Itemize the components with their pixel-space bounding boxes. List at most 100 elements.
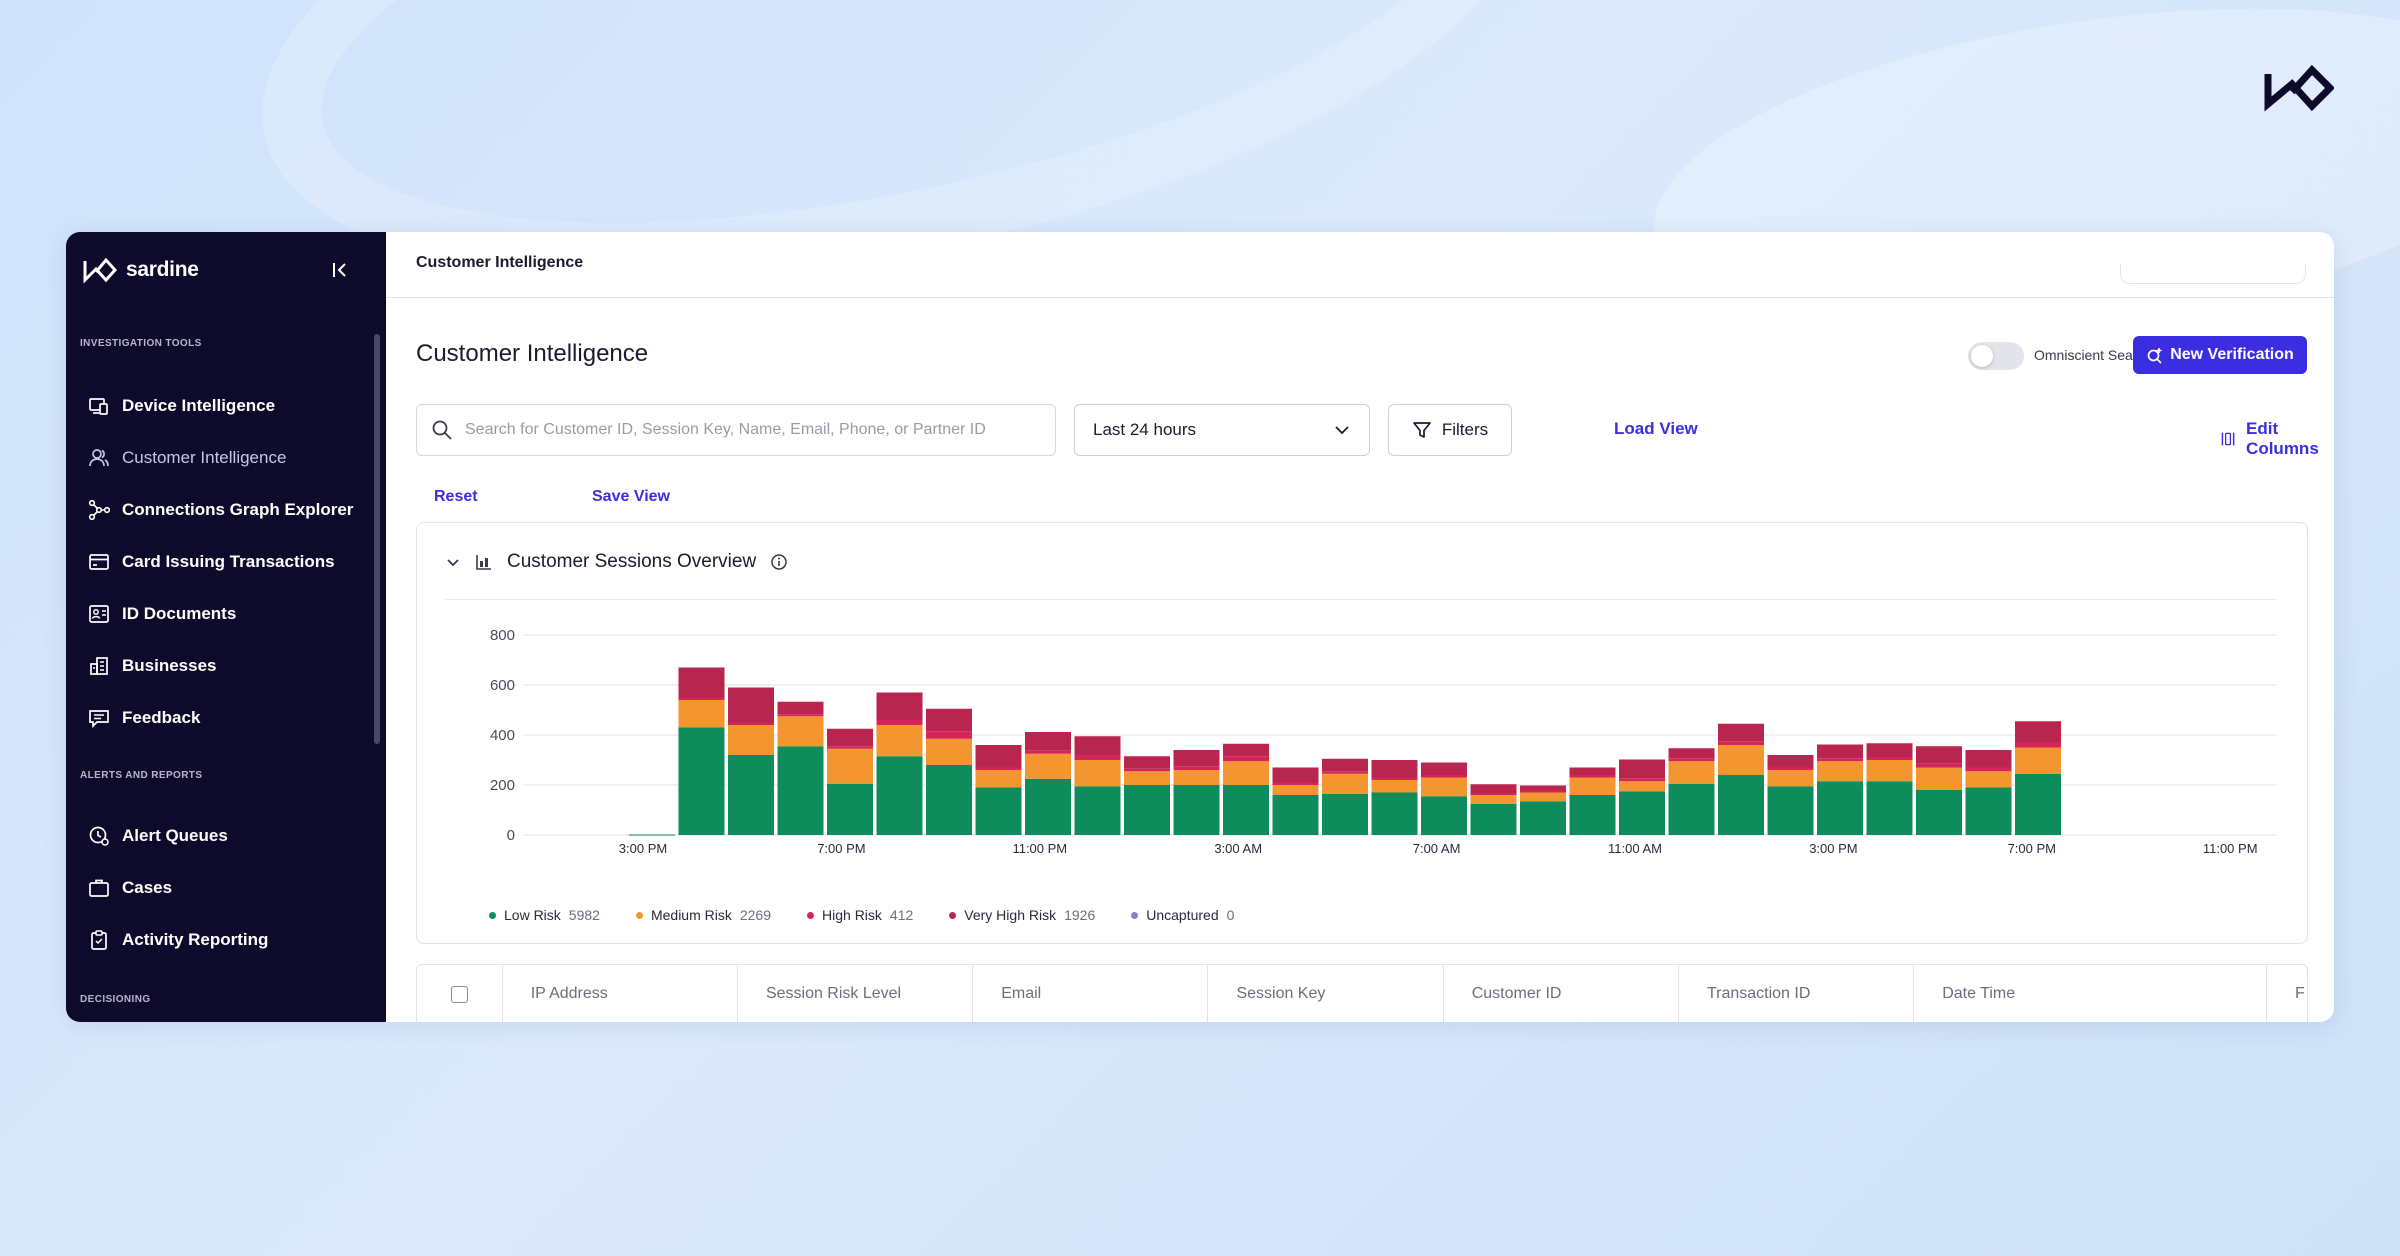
bar-segment-low[interactable]: [1767, 786, 1814, 835]
bar-segment-high[interactable]: [1173, 766, 1220, 770]
bar-segment-high[interactable]: [1371, 777, 1418, 781]
brand[interactable]: sardine: [82, 250, 199, 290]
bar-segment-medium[interactable]: [728, 725, 774, 755]
bar-segment-very-high[interactable]: [975, 745, 1022, 768]
column-header-email[interactable]: Email: [973, 965, 1209, 1022]
bar-segment-very-high[interactable]: [1124, 756, 1170, 769]
bar-segment-medium[interactable]: [1124, 771, 1170, 785]
bar-segment-very-high[interactable]: [1371, 760, 1418, 778]
omniscient-search-toggle[interactable]: [1968, 342, 2024, 370]
bar-segment-low[interactable]: [1569, 795, 1616, 835]
breadcrumb[interactable]: Customer Intelligence: [416, 254, 584, 271]
bar-segment-very-high[interactable]: [1817, 744, 1863, 759]
bar-segment-high[interactable]: [2015, 742, 2061, 748]
bar-segment-medium[interactable]: [1817, 761, 1863, 782]
bar-segment-high[interactable]: [876, 720, 923, 725]
bar-segment-very-high[interactable]: [678, 667, 725, 698]
bar-segment-medium[interactable]: [1767, 770, 1814, 787]
sidebar-item-cases[interactable]: Cases: [88, 870, 368, 906]
legend-item-uncaptured[interactable]: Uncaptured 0: [1131, 907, 1234, 923]
bar-segment-very-high[interactable]: [827, 728, 873, 747]
bar-segment-low[interactable]: [1916, 790, 1962, 835]
bar-segment-low[interactable]: [1965, 787, 2012, 836]
time-range-select[interactable]: Last 24 hours: [1074, 404, 1370, 456]
header-action-button[interactable]: [2120, 264, 2306, 284]
bar-segment-low[interactable]: [1470, 803, 1517, 835]
bar-segment-very-high[interactable]: [1025, 732, 1071, 751]
bar-segment-very-high[interactable]: [728, 687, 774, 723]
bar-segment-very-high[interactable]: [1965, 750, 2012, 768]
bar-segment-medium[interactable]: [975, 770, 1022, 788]
bar-segment-very-high[interactable]: [1668, 748, 1715, 759]
search-input[interactable]: [465, 421, 1045, 439]
bar-segment-high[interactable]: [975, 767, 1022, 771]
bar-segment-very-high[interactable]: [1223, 743, 1269, 757]
sidebar-item-connections-graph[interactable]: Connections Graph Explorer: [88, 492, 368, 528]
bar-segment-high[interactable]: [1322, 771, 1368, 774]
bar-segment-low[interactable]: [1074, 786, 1121, 835]
sidebar-item-customer-intelligence[interactable]: Customer Intelligence: [88, 440, 368, 476]
bar-segment-low[interactable]: [1866, 781, 1913, 835]
bar-segment-low[interactable]: [1025, 778, 1071, 835]
new-verification-button[interactable]: New Verification: [2133, 336, 2307, 374]
bar-segment-medium[interactable]: [1223, 761, 1269, 785]
bar-segment-very-high[interactable]: [1569, 767, 1616, 776]
bar-segment-low[interactable]: [1619, 791, 1665, 835]
bar-segment-high[interactable]: [926, 731, 972, 739]
sidebar-item-card-issuing[interactable]: Card Issuing Transactions: [88, 544, 368, 580]
bar-segment-medium[interactable]: [1520, 792, 1566, 802]
bar-segment-medium[interactable]: [1074, 760, 1121, 787]
bar-segment-very-high[interactable]: [1272, 767, 1319, 783]
bar-segment-very-high[interactable]: [1322, 758, 1368, 772]
bar-segment-high[interactable]: [1965, 767, 2012, 772]
bar-segment-medium[interactable]: [1272, 785, 1319, 795]
column-header-date-time[interactable]: Date Time: [1914, 965, 2268, 1022]
bar-segment-high[interactable]: [1421, 775, 1467, 778]
bar-segment-medium[interactable]: [1668, 761, 1715, 784]
bar-segment-low[interactable]: [2015, 773, 2061, 835]
bar-segment-medium[interactable]: [1173, 770, 1220, 785]
bar-segment-very-high[interactable]: [1916, 746, 1962, 764]
bar-segment-medium[interactable]: [1569, 777, 1616, 796]
bar-segment-low[interactable]: [1322, 793, 1368, 835]
filters-button[interactable]: Filters: [1388, 404, 1512, 456]
bar-segment-high[interactable]: [827, 746, 873, 749]
sidebar-item-activity-reporting[interactable]: Activity Reporting: [88, 922, 368, 958]
bar-segment-medium[interactable]: [926, 738, 972, 765]
bar-segment-low[interactable]: [827, 783, 873, 835]
sidebar-item-feedback[interactable]: Feedback: [88, 700, 368, 736]
load-view-button[interactable]: Load View: [1614, 419, 1698, 438]
bar-segment-low[interactable]: [678, 727, 725, 836]
bar-segment-medium[interactable]: [1916, 767, 1962, 791]
bar-segment-very-high[interactable]: [926, 708, 972, 732]
bar-segment-medium[interactable]: [1965, 771, 2012, 788]
bar-segment-low[interactable]: [1718, 775, 1764, 835]
sidebar-item-id-documents[interactable]: ID Documents: [88, 596, 368, 632]
bar-segment-medium[interactable]: [1025, 753, 1071, 779]
search-box[interactable]: [416, 404, 1056, 456]
bar-segment-medium[interactable]: [777, 716, 824, 747]
bar-segment-high[interactable]: [1470, 793, 1517, 795]
sidebar-item-device-intelligence[interactable]: Device Intelligence: [88, 388, 368, 424]
bar-segment-low[interactable]: [1668, 783, 1715, 835]
bar-segment-high[interactable]: [1569, 775, 1616, 778]
bar-segment-low[interactable]: [1124, 785, 1170, 835]
bar-segment-low[interactable]: [1371, 792, 1418, 836]
bar-segment-high[interactable]: [1916, 763, 1962, 768]
bar-segment-high[interactable]: [777, 714, 824, 717]
bar-segment-medium[interactable]: [2015, 747, 2061, 774]
bar-segment-low[interactable]: [1817, 781, 1863, 835]
bar-segment-high[interactable]: [1619, 778, 1665, 782]
bar-segment-medium[interactable]: [1421, 777, 1467, 797]
legend-item-high-risk[interactable]: High Risk 412: [807, 907, 913, 923]
bar-segment-high[interactable]: [1520, 790, 1566, 793]
bar-segment-high[interactable]: [1223, 756, 1269, 762]
bar-segment-high[interactable]: [1025, 750, 1071, 754]
bar-segment-low[interactable]: [1272, 795, 1319, 835]
legend-item-very-high-risk[interactable]: Very High Risk 1926: [949, 907, 1095, 923]
edit-columns-button[interactable]: Edit Columns: [2220, 419, 2334, 459]
bar-segment-medium[interactable]: [876, 725, 923, 757]
legend-item-low-risk[interactable]: Low Risk 5982: [489, 907, 600, 923]
bar-segment-very-high[interactable]: [1173, 750, 1220, 767]
bar-segment-high[interactable]: [728, 722, 774, 726]
